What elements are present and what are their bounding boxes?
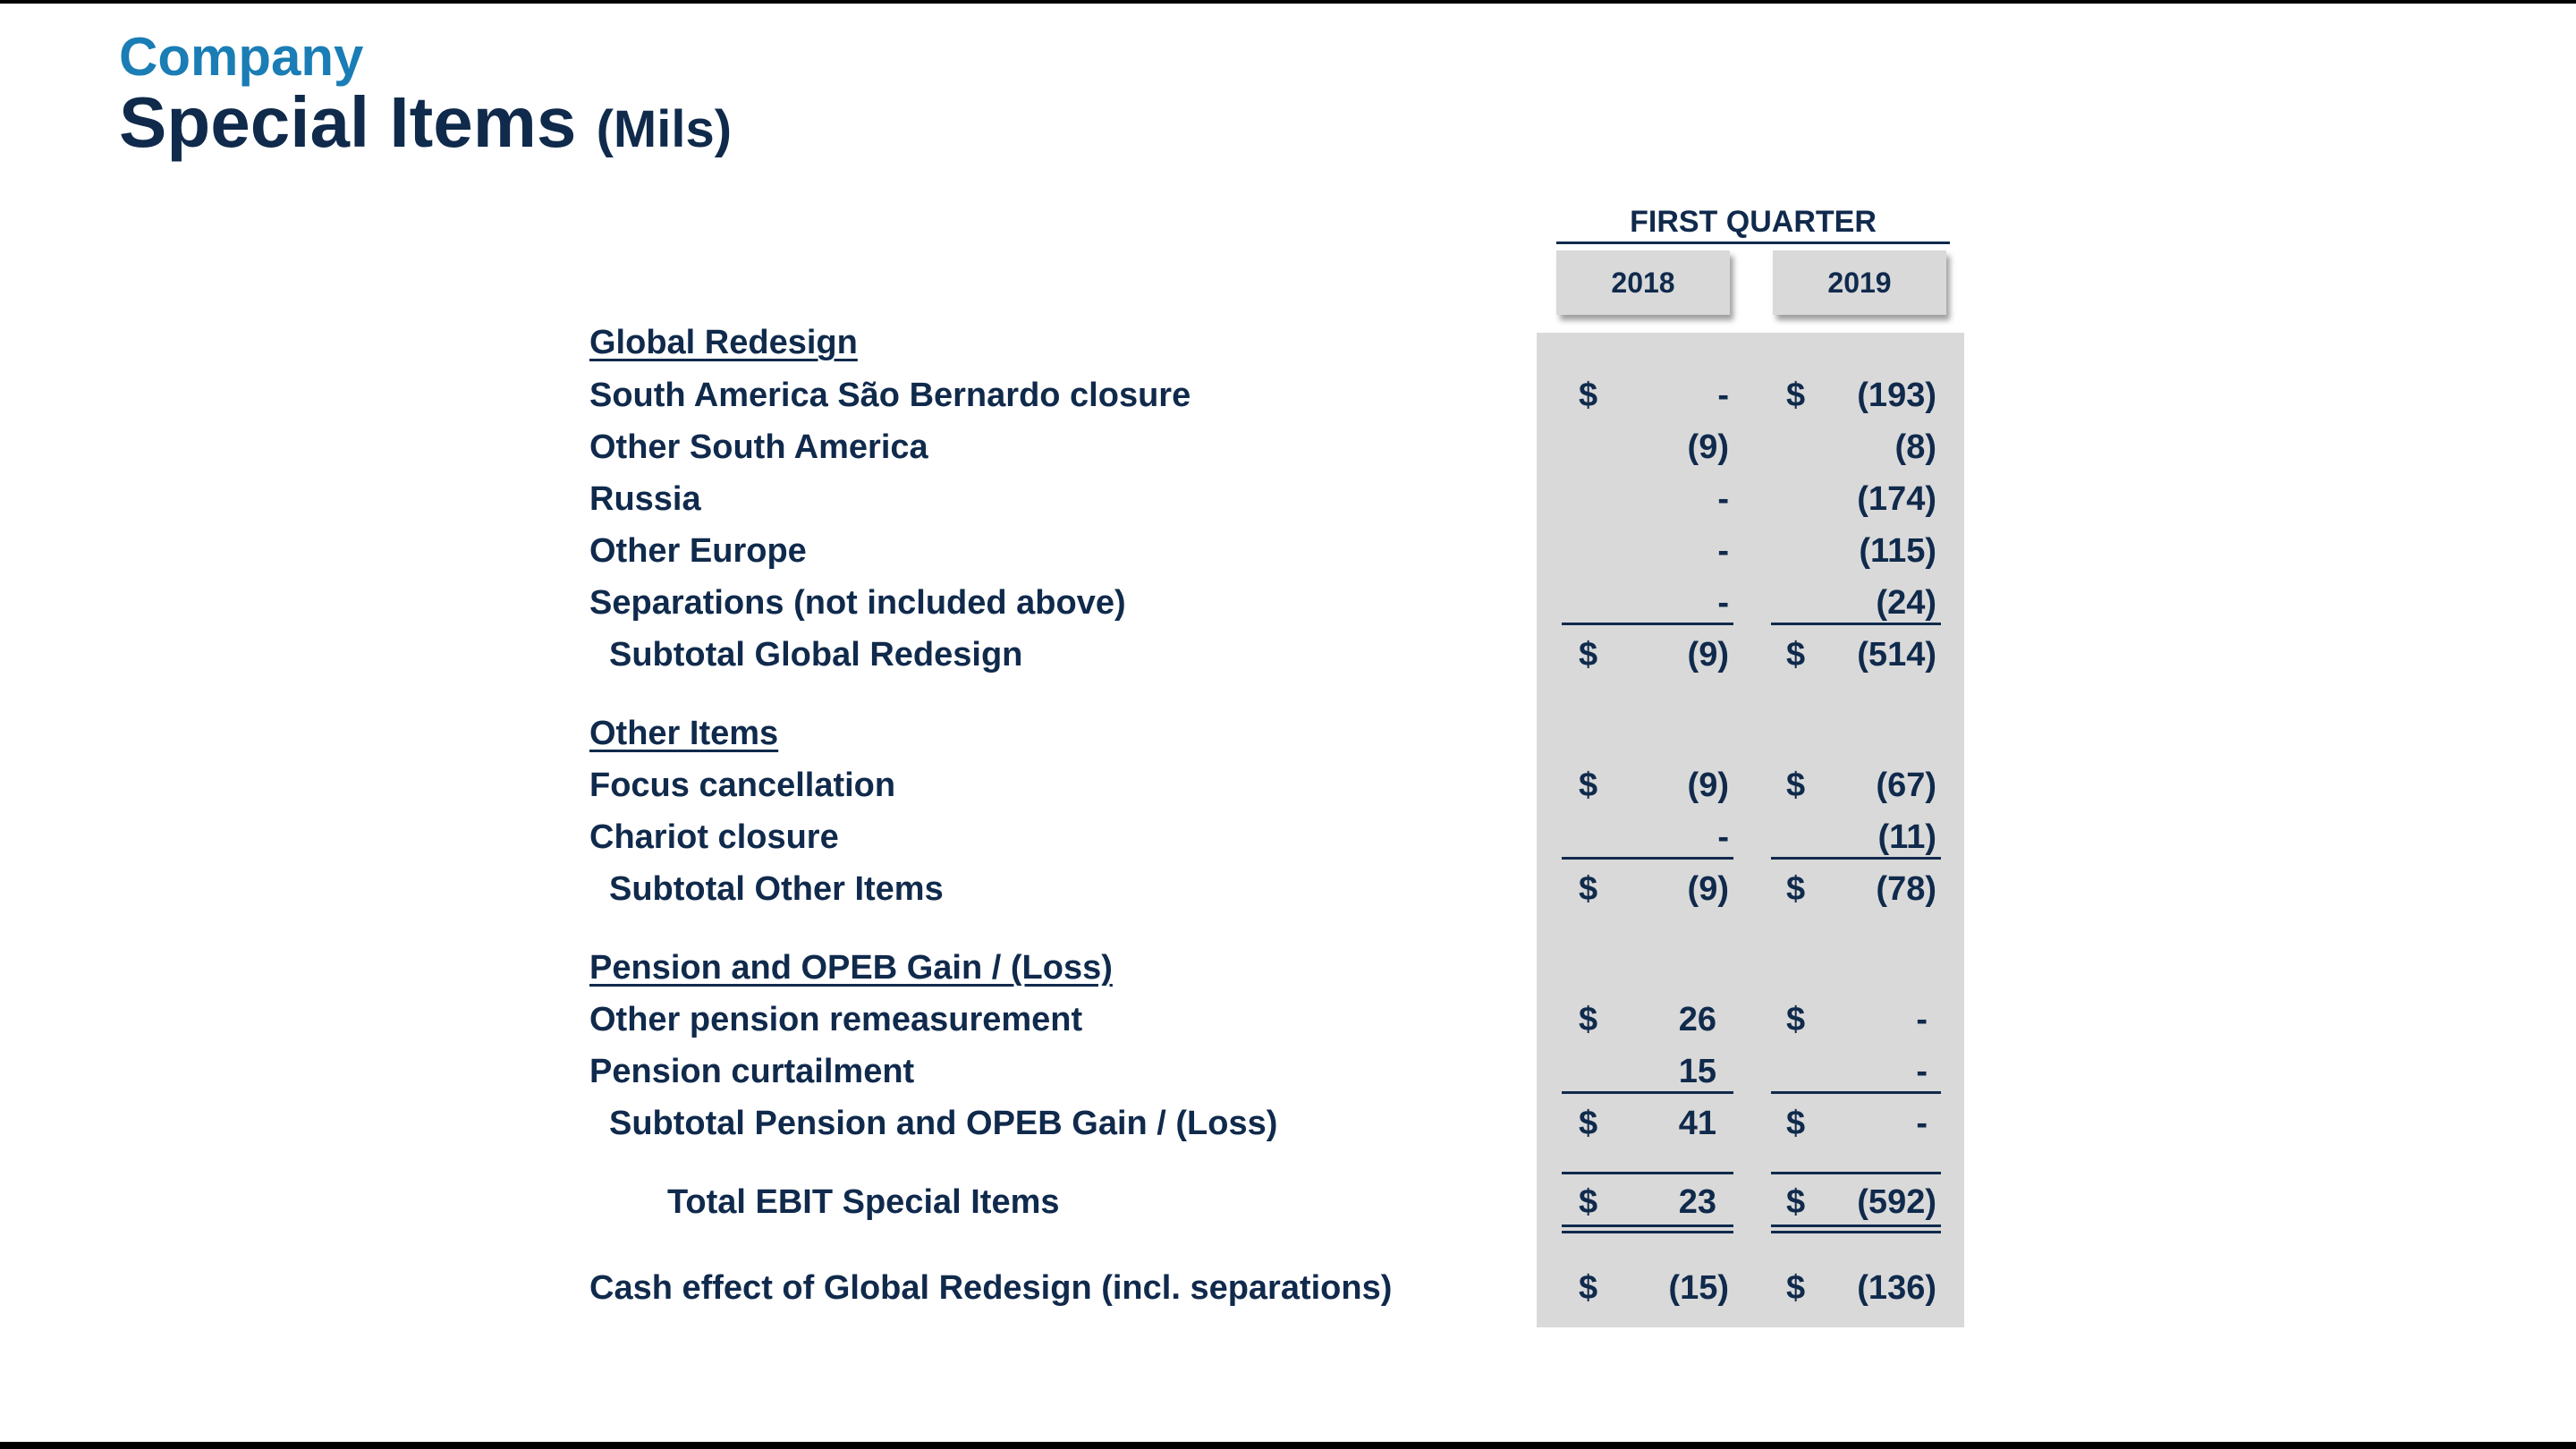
- value-2018: 41: [1678, 1105, 1716, 1142]
- value-2018: 23: [1678, 1183, 1716, 1221]
- value-2018: -: [1717, 532, 1729, 570]
- value-2018: 15: [1678, 1053, 1716, 1090]
- subtotal-rule: [1771, 1091, 1941, 1094]
- total-rule-double: [1771, 1231, 1941, 1233]
- row-label: Other Europe: [589, 532, 807, 570]
- value-2019: (8): [1894, 428, 1936, 466]
- currency-symbol: $: [1579, 870, 1598, 908]
- value-2019: (24): [1876, 584, 1936, 622]
- subtotal-label: Subtotal Global Redesign: [609, 636, 1023, 674]
- value-2018: -: [1717, 377, 1729, 414]
- cash-effect-label: Cash effect of Global Redesign (incl. se…: [589, 1269, 1393, 1307]
- subtotal-label: Subtotal Pension and OPEB Gain / (Loss): [609, 1105, 1278, 1142]
- currency-symbol: $: [1786, 1001, 1806, 1038]
- value-2018: (9): [1687, 428, 1729, 466]
- currency-symbol: $: [1579, 1183, 1598, 1221]
- row-label: Chariot closure: [589, 818, 839, 856]
- value-2019: (78): [1876, 870, 1936, 908]
- value-2019: (592): [1857, 1183, 1936, 1221]
- values-background: [1537, 333, 1964, 1327]
- subtotal-rule: [1562, 1091, 1733, 1094]
- value-2019: -: [1916, 1053, 1928, 1090]
- value-2018: (15): [1668, 1269, 1729, 1307]
- top-border: [0, 0, 2576, 4]
- row-label: Other pension remeasurement: [589, 1001, 1083, 1038]
- currency-symbol: $: [1579, 636, 1598, 674]
- period-header: FIRST QUARTER: [1556, 202, 1950, 244]
- subtotal-rule: [1562, 857, 1733, 860]
- year-header-2019: 2019: [1773, 250, 1946, 315]
- total-rule-top: [1771, 1172, 1941, 1174]
- currency-symbol: $: [1579, 377, 1598, 414]
- currency-symbol: $: [1786, 1269, 1806, 1307]
- value-2019: (193): [1857, 377, 1936, 414]
- value-2019: (67): [1876, 767, 1936, 804]
- currency-symbol: $: [1786, 636, 1806, 674]
- subtotal-rule: [1771, 857, 1941, 860]
- bottom-border: [0, 1442, 2576, 1449]
- value-2018: -: [1717, 818, 1729, 856]
- subtotal-rule: [1562, 623, 1733, 625]
- section-header-other-items: Other Items: [589, 715, 779, 752]
- row-label: Separations (not included above): [589, 584, 1126, 622]
- value-2019: (174): [1857, 480, 1936, 518]
- row-label: Other South America: [589, 428, 928, 466]
- section-header-global-redesign: Global Redesign: [589, 324, 858, 361]
- currency-symbol: $: [1786, 1105, 1806, 1142]
- value-2019: (115): [1859, 532, 1936, 570]
- currency-symbol: $: [1579, 767, 1598, 804]
- total-rule-top: [1562, 1172, 1733, 1174]
- page-title: Special Items (Mils): [119, 82, 732, 170]
- subtotal-label: Subtotal Other Items: [609, 870, 944, 908]
- total-rule-double: [1771, 1224, 1941, 1227]
- row-label: Focus cancellation: [589, 767, 896, 804]
- value-2019: (11): [1877, 818, 1936, 856]
- row-label: Russia: [589, 480, 701, 518]
- value-2018: -: [1717, 584, 1729, 622]
- currency-symbol: $: [1579, 1105, 1598, 1142]
- value-2018: (9): [1687, 636, 1729, 674]
- value-2018: -: [1717, 480, 1729, 518]
- value-2018: 26: [1678, 1001, 1716, 1038]
- currency-symbol: $: [1579, 1001, 1598, 1038]
- year-header-2018: 2018: [1556, 250, 1730, 315]
- currency-symbol: $: [1579, 1269, 1598, 1307]
- company-name: Company: [119, 27, 364, 87]
- total-rule-double: [1562, 1224, 1733, 1227]
- currency-symbol: $: [1786, 767, 1806, 804]
- value-2019: (514): [1857, 636, 1936, 674]
- title-text: Special Items: [119, 82, 577, 162]
- total-label: Total EBIT Special Items: [667, 1183, 1060, 1221]
- subtotal-rule: [1771, 623, 1941, 625]
- title-unit: (Mils): [596, 100, 733, 158]
- value-2018: (9): [1687, 767, 1729, 804]
- currency-symbol: $: [1786, 377, 1806, 414]
- section-header-pension: Pension and OPEB Gain / (Loss): [589, 949, 1113, 987]
- value-2019: -: [1916, 1001, 1928, 1038]
- value-2018: (9): [1687, 870, 1729, 908]
- row-label: South America São Bernardo closure: [589, 377, 1191, 414]
- value-2019: (136): [1857, 1269, 1936, 1307]
- currency-symbol: $: [1786, 1183, 1806, 1221]
- currency-symbol: $: [1786, 870, 1806, 908]
- value-2019: -: [1916, 1105, 1928, 1142]
- row-label: Pension curtailment: [589, 1053, 915, 1090]
- total-rule-double: [1562, 1231, 1733, 1233]
